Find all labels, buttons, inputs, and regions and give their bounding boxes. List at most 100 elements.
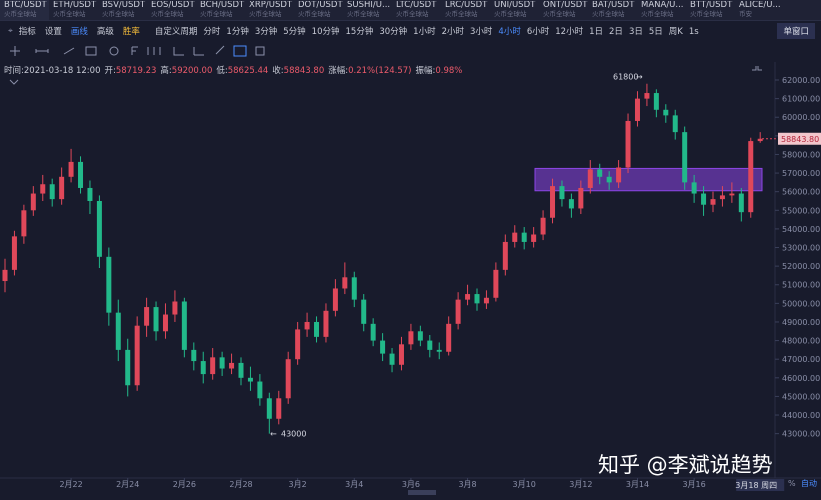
y-tick-label: 45000.00: [782, 392, 820, 401]
icon[interactable]: [215, 45, 225, 55]
period-button[interactable]: 3分钟: [254, 26, 278, 37]
exchange: 火币全球站: [445, 10, 478, 18]
candle-body: [606, 176, 612, 183]
percent-toggle: %: [788, 479, 796, 488]
tool-button[interactable]: 高级: [96, 26, 114, 37]
symbol: ONT/USDT: [543, 1, 588, 10]
symbol-tab[interactable]: BTC/USDT 火币全球站: [0, 0, 49, 20]
period-button[interactable]: 2小时: [441, 26, 464, 37]
exchange: 火币全球站: [200, 10, 233, 18]
symbol-tab[interactable]: ONT/USDT 火币全球站: [539, 0, 588, 20]
symbol-tab[interactable]: ETH/USDT 火币全球站: [49, 0, 98, 20]
tool-button[interactable]: 指标: [18, 26, 36, 37]
symbol-tab[interactable]: BCH/USDT 火币全球站: [196, 0, 245, 20]
period-button[interactable]: 2日: [609, 26, 623, 37]
period-button[interactable]: 3日: [628, 26, 643, 37]
drawing-icons: [10, 45, 265, 57]
period-button[interactable]: 1日: [589, 26, 604, 37]
symbol: ALICE/U...: [739, 1, 781, 10]
y-tick-label: 62000.00: [782, 76, 820, 85]
symbol-tab[interactable]: XRP/USDT 火币全球站: [245, 0, 294, 20]
candle-body: [134, 325, 140, 386]
symbol-tab[interactable]: LRC/USDT 火币全球站: [441, 0, 490, 20]
candle-body: [701, 193, 707, 205]
period-button[interactable]: 1分钟: [226, 26, 249, 37]
tool-button[interactable]: 设置: [44, 26, 62, 37]
y-tick-label: 46000.00: [782, 374, 820, 383]
tool-button[interactable]: 胜率: [122, 26, 140, 37]
icon[interactable]: [109, 46, 119, 56]
icon[interactable]: [35, 49, 49, 53]
y-tick-label: 52000.00: [782, 262, 820, 271]
candle-body: [748, 141, 754, 213]
custom-period[interactable]: 自定义周期: [154, 26, 198, 37]
icon[interactable]: [85, 46, 97, 56]
icon[interactable]: [10, 46, 20, 56]
symbol-tab[interactable]: SUSHI/U... 火币全球站: [343, 0, 392, 20]
last-price-box: [778, 132, 821, 145]
candle-body: [465, 294, 471, 300]
period-button[interactable]: 5分钟: [283, 26, 306, 37]
x-tick-label: 2月22: [59, 480, 82, 489]
symbol-tab[interactable]: ALICE/U... 币安: [735, 0, 784, 20]
period-button[interactable]: 1s: [688, 26, 699, 37]
symbol-tab[interactable]: MANA/U... 火币全球站: [637, 0, 686, 20]
cursor-icon[interactable]: ⌖: [8, 25, 13, 36]
exchange: 火币全球站: [396, 10, 429, 18]
icon[interactable]: [147, 47, 161, 55]
candle-body: [550, 186, 556, 218]
exchange: 币安: [739, 10, 752, 18]
candle-body: [398, 344, 404, 365]
x-tick-label: 3月16: [682, 480, 705, 489]
symbol-tab[interactable]: DOT/USDT 火币全球站: [294, 0, 343, 20]
tool-button[interactable]: 画线: [70, 26, 88, 37]
symbol-tab[interactable]: BTT/USDT 火币全球站: [686, 0, 735, 20]
candle-body: [210, 357, 216, 375]
icon[interactable]: [63, 47, 75, 55]
candle-body: [691, 182, 697, 194]
candle-body: [644, 93, 650, 99]
symbol: LRC/USDT: [445, 1, 488, 10]
period-button[interactable]: 1小时: [413, 26, 436, 37]
exchange: 火币全球站: [4, 10, 37, 18]
candle-body: [21, 210, 27, 237]
period-button[interactable]: 分时: [203, 26, 221, 37]
candle-body: [200, 361, 206, 375]
symbol-tab[interactable]: UNI/USDT 火币全球站: [490, 0, 539, 20]
icon[interactable]: [173, 47, 184, 56]
period-button[interactable]: 15分钟: [345, 26, 374, 37]
window-button[interactable]: 单窗口: [777, 23, 815, 39]
header-value: 58719.23: [115, 66, 157, 76]
period-button[interactable]: 5日: [648, 26, 663, 37]
exchange: 火币全球站: [151, 10, 184, 18]
exchange: 火币全球站: [494, 10, 527, 18]
period-button[interactable]: 30分钟: [379, 26, 408, 37]
x-tick-label: 3月4: [345, 480, 363, 489]
tool-group: 指标 设置 画线 高级 胜率: [19, 25, 149, 37]
period-button[interactable]: 周K: [668, 26, 683, 37]
candle-body: [719, 195, 725, 200]
candle-body: [389, 353, 395, 365]
period-button[interactable]: 3小时: [470, 26, 493, 37]
symbol-tab[interactable]: LTC/USDT 火币全球站: [392, 0, 441, 20]
icon[interactable]: [193, 47, 204, 56]
period-button[interactable]: 4小时: [498, 26, 521, 37]
expand-icon: [752, 66, 762, 71]
icon[interactable]: [131, 46, 138, 55]
symbol-tab[interactable]: BSV/USDT 火币全球站: [98, 0, 147, 20]
period-button[interactable]: 12小时: [555, 26, 584, 37]
header-label: 时间:: [4, 66, 24, 76]
symbol-tab[interactable]: BAT/USDT 火币全球站: [588, 0, 637, 20]
toolbar: ⌖ 指标 设置 画线 高级 胜率 自定义周期 分时 1分钟 3分钟 5分钟 10分钟 15分钟 30分钟 1…: [0, 21, 821, 40]
x-tick-label: 3月10: [513, 480, 536, 489]
symbol-tab[interactable]: EOS/USDT 火币全球站: [147, 0, 196, 20]
period-button[interactable]: 6小时: [526, 26, 550, 37]
candle-body: [616, 167, 622, 183]
icon[interactable]: [233, 45, 247, 57]
candle-body: [738, 193, 744, 213]
period-button[interactable]: 10分钟: [311, 26, 340, 37]
icon[interactable]: [255, 46, 265, 56]
candle-body: [351, 277, 357, 300]
candle-body: [153, 307, 159, 332]
candle-body: [757, 138, 763, 142]
